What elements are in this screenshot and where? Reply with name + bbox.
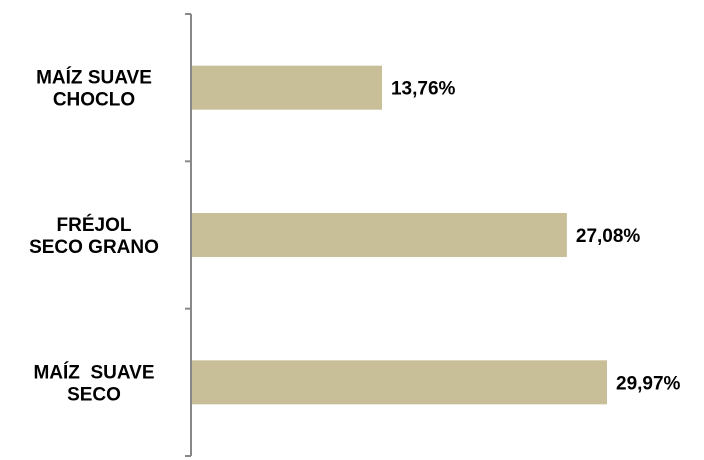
value-label: 13,76% bbox=[391, 79, 456, 100]
category-label-line: CHOCLO bbox=[53, 90, 135, 111]
category-label-line: SECO GRANO bbox=[29, 237, 159, 258]
category-label-line: MAÍZ SUAVE bbox=[33, 361, 154, 383]
bar bbox=[192, 65, 382, 110]
category-label-line: FRÉJOL bbox=[57, 214, 132, 236]
bar bbox=[192, 213, 567, 257]
category-label: FRÉJOL SECO GRANO bbox=[29, 214, 159, 258]
category-label: MAÍZ SUAVE CHOCLO bbox=[36, 67, 152, 111]
bars-group bbox=[192, 65, 607, 405]
category-label-line: MAÍZ SUAVE bbox=[36, 67, 152, 89]
value-labels: 13,76% 27,08% 29,97% bbox=[391, 79, 681, 395]
y-axis-ticks bbox=[185, 13, 191, 457]
bar bbox=[192, 360, 607, 405]
category-label-line: SECO bbox=[67, 384, 121, 405]
value-label: 27,08% bbox=[576, 226, 641, 247]
category-label: MAÍZ SUAVE SECO bbox=[33, 361, 154, 405]
value-label: 29,97% bbox=[616, 373, 681, 394]
